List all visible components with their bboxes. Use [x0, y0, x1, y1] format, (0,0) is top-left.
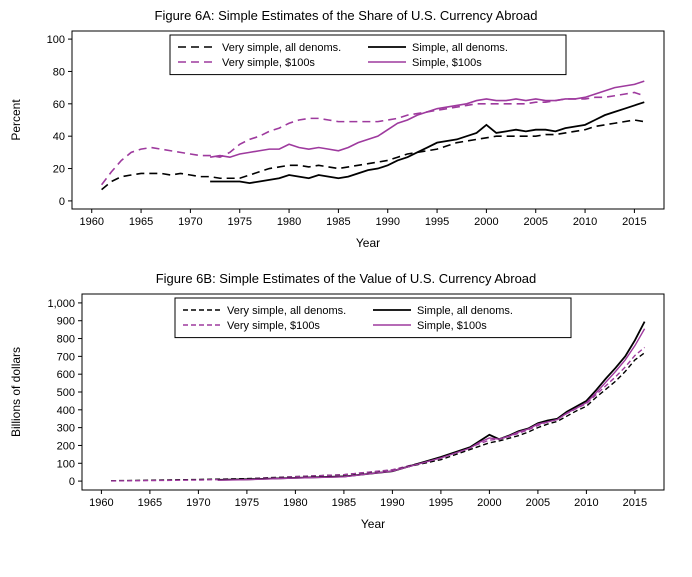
svg-text:Simple, $100s: Simple, $100s — [417, 320, 487, 332]
svg-text:900: 900 — [57, 316, 75, 328]
svg-text:2010: 2010 — [573, 216, 597, 228]
svg-text:20: 20 — [53, 164, 65, 176]
svg-text:1965: 1965 — [129, 216, 153, 228]
svg-text:1985: 1985 — [326, 216, 350, 228]
svg-text:100: 100 — [47, 34, 65, 46]
svg-text:2015: 2015 — [623, 497, 647, 509]
svg-text:1975: 1975 — [235, 497, 259, 509]
svg-text:1965: 1965 — [138, 497, 162, 509]
svg-text:2005: 2005 — [523, 216, 547, 228]
svg-text:80: 80 — [53, 66, 65, 78]
svg-text:1970: 1970 — [178, 216, 202, 228]
svg-text:2015: 2015 — [622, 216, 646, 228]
svg-text:0: 0 — [69, 476, 75, 488]
svg-text:0: 0 — [59, 196, 65, 208]
figure-6a-chart: 0 20 40 60 80 100 1960 1965 1970 1975 1980 1985 1990… — [0, 23, 692, 253]
svg-text:700: 700 — [57, 351, 75, 363]
svg-text:Very simple, all denoms.: Very simple, all denoms. — [227, 305, 346, 317]
svg-text:400: 400 — [57, 405, 75, 417]
svg-text:100: 100 — [57, 458, 75, 470]
svg-text:1980: 1980 — [277, 216, 301, 228]
svg-text:800: 800 — [57, 334, 75, 346]
svg-text:2000: 2000 — [474, 216, 498, 228]
svg-text:1,000: 1,000 — [47, 298, 75, 310]
svg-text:2010: 2010 — [574, 497, 598, 509]
svg-text:Simple, all denoms.: Simple, all denoms. — [417, 305, 513, 317]
svg-text:1995: 1995 — [429, 497, 453, 509]
svg-text:1980: 1980 — [283, 497, 307, 509]
svg-text:1970: 1970 — [186, 497, 210, 509]
svg-text:Year: Year — [361, 517, 385, 531]
svg-text:2000: 2000 — [477, 497, 501, 509]
svg-text:40: 40 — [53, 131, 65, 143]
svg-text:Simple, all denoms.: Simple, all denoms. — [412, 42, 508, 54]
svg-text:Simple, $100s: Simple, $100s — [412, 57, 482, 69]
svg-text:1990: 1990 — [375, 216, 399, 228]
svg-text:Year: Year — [356, 236, 380, 250]
svg-text:1975: 1975 — [227, 216, 251, 228]
figure-6b-title: Figure 6B: Simple Estimates of the Value… — [0, 271, 692, 286]
svg-text:1990: 1990 — [380, 497, 404, 509]
figure-6b-chart: 0 100 200 300 400 500 600 700 800 900 1,000 1960 196… — [0, 286, 692, 534]
svg-text:2005: 2005 — [526, 497, 550, 509]
figure-6a: Figure 6A: Simple Estimates of the Share… — [0, 0, 692, 253]
figure-6a-title: Figure 6A: Simple Estimates of the Share… — [0, 8, 692, 23]
svg-text:Very simple, $100s: Very simple, $100s — [227, 320, 320, 332]
svg-text:1960: 1960 — [79, 216, 103, 228]
svg-text:1960: 1960 — [89, 497, 113, 509]
svg-text:300: 300 — [57, 423, 75, 435]
svg-text:Very simple, $100s: Very simple, $100s — [222, 57, 315, 69]
svg-text:500: 500 — [57, 387, 75, 399]
figure-6b: Figure 6B: Simple Estimates of the Value… — [0, 253, 692, 534]
svg-text:1995: 1995 — [425, 216, 449, 228]
svg-text:1985: 1985 — [332, 497, 356, 509]
svg-text:Percent: Percent — [9, 99, 23, 141]
svg-text:Billions of dollars: Billions of dollars — [9, 347, 23, 437]
svg-text:60: 60 — [53, 99, 65, 111]
svg-text:600: 600 — [57, 369, 75, 381]
svg-text:Very simple, all denoms.: Very simple, all denoms. — [222, 42, 341, 54]
svg-text:200: 200 — [57, 440, 75, 452]
